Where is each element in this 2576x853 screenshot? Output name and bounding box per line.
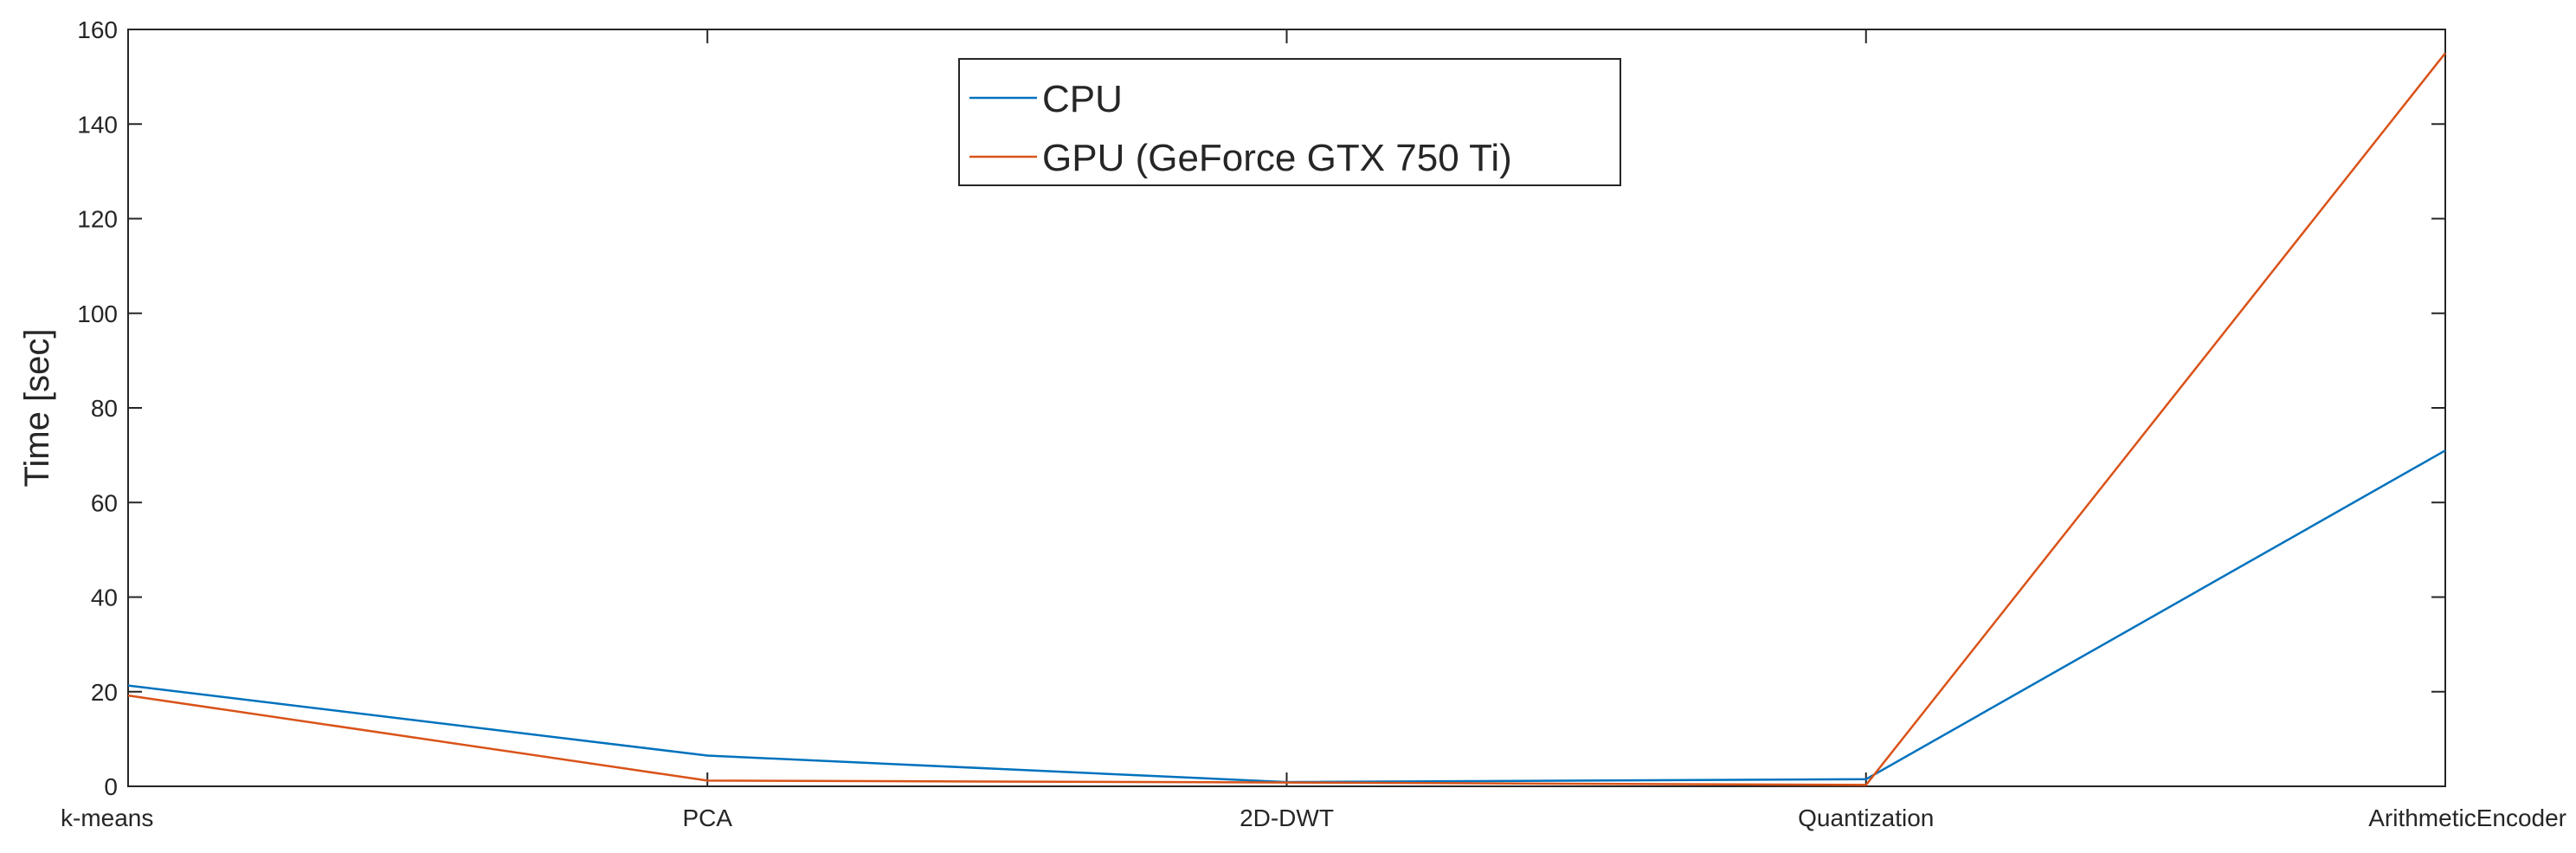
- y-tick-label: 120: [77, 206, 118, 233]
- x-tick-label: ArithmeticEncoder: [2368, 805, 2566, 831]
- y-tick-label: 160: [77, 16, 118, 43]
- x-tick-label: Quantization: [1798, 805, 1934, 831]
- x-axis-ticks: k-means PCA 2D-DWT Quantization ArithmeticEn…: [61, 29, 2566, 831]
- legend-box: [958, 58, 1621, 186]
- x-tick-label: k-means: [61, 805, 153, 831]
- y-tick-label: 140: [77, 111, 118, 138]
- y-tick-label: 80: [91, 395, 118, 422]
- x-tick-label: PCA: [682, 805, 732, 831]
- series-line-cpu: [127, 449, 2446, 784]
- y-axis-ticks: 0 20 40 60 80 100 120 140 160: [77, 16, 2445, 800]
- legend: CPU GPU (GeForce GTX 750 Ti): [958, 58, 1621, 186]
- legend-label: GPU (GeForce GTX 750 Ti): [1042, 137, 1512, 179]
- y-tick-label: 60: [91, 489, 118, 516]
- y-tick-label: 40: [91, 585, 118, 611]
- series-lines: [127, 52, 2446, 786]
- y-tick-label: 100: [77, 300, 118, 327]
- x-tick-label: 2D-DWT: [1240, 805, 1334, 831]
- y-axis-title: Time [sec]: [18, 329, 56, 488]
- legend-label: CPU: [1042, 78, 1123, 120]
- y-tick-label: 20: [91, 679, 118, 706]
- series-line-gpu: [127, 52, 2446, 786]
- y-tick-label: 0: [104, 773, 118, 800]
